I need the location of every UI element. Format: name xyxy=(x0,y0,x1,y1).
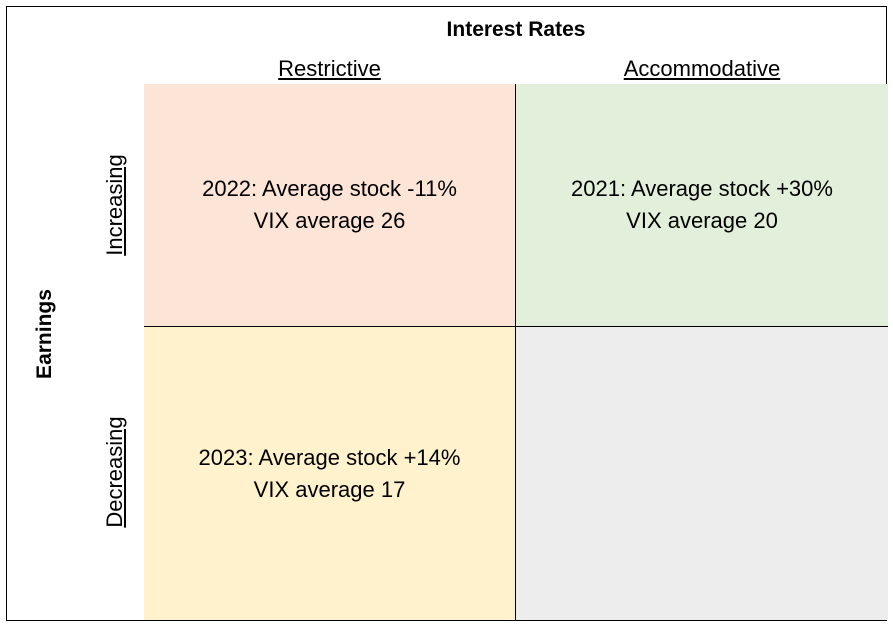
earnings-axis-label: Earnings xyxy=(33,289,56,379)
horizontal-divider xyxy=(144,326,888,327)
cell-restrictive-increasing-line2: VIX average 26 xyxy=(253,208,406,233)
cell-restrictive-decreasing-line2: VIX average 17 xyxy=(253,476,406,502)
cell-restrictive-increasing: 2022: Average stock -11% VIX average 26 xyxy=(144,84,515,326)
cell-accommodative-increasing: 2021: Average stock +30% VIX average 20 xyxy=(516,84,888,326)
cell-restrictive-decreasing: 2023: Average stock +14% VIX average 17 xyxy=(144,327,515,620)
cell-accommodative-increasing-line2: VIX average 20 xyxy=(626,208,778,233)
column-header-accommodative: Accommodative xyxy=(623,56,781,81)
cell-accommodative-decreasing xyxy=(516,327,888,620)
column-header-restrictive: Restrictive xyxy=(278,56,381,81)
cell-restrictive-increasing-line1: 2022: Average stock -11% xyxy=(202,176,457,201)
cell-accommodative-increasing-line1: 2021: Average stock +30% xyxy=(571,176,833,201)
cell-restrictive-decreasing-line1: 2023: Average stock +14% xyxy=(198,444,461,470)
matrix-title: Interest Rates xyxy=(446,18,586,41)
row-header-increasing: Increasing xyxy=(102,154,127,256)
row-header-decreasing: Decreasing xyxy=(102,416,127,528)
vertical-divider xyxy=(515,84,516,621)
